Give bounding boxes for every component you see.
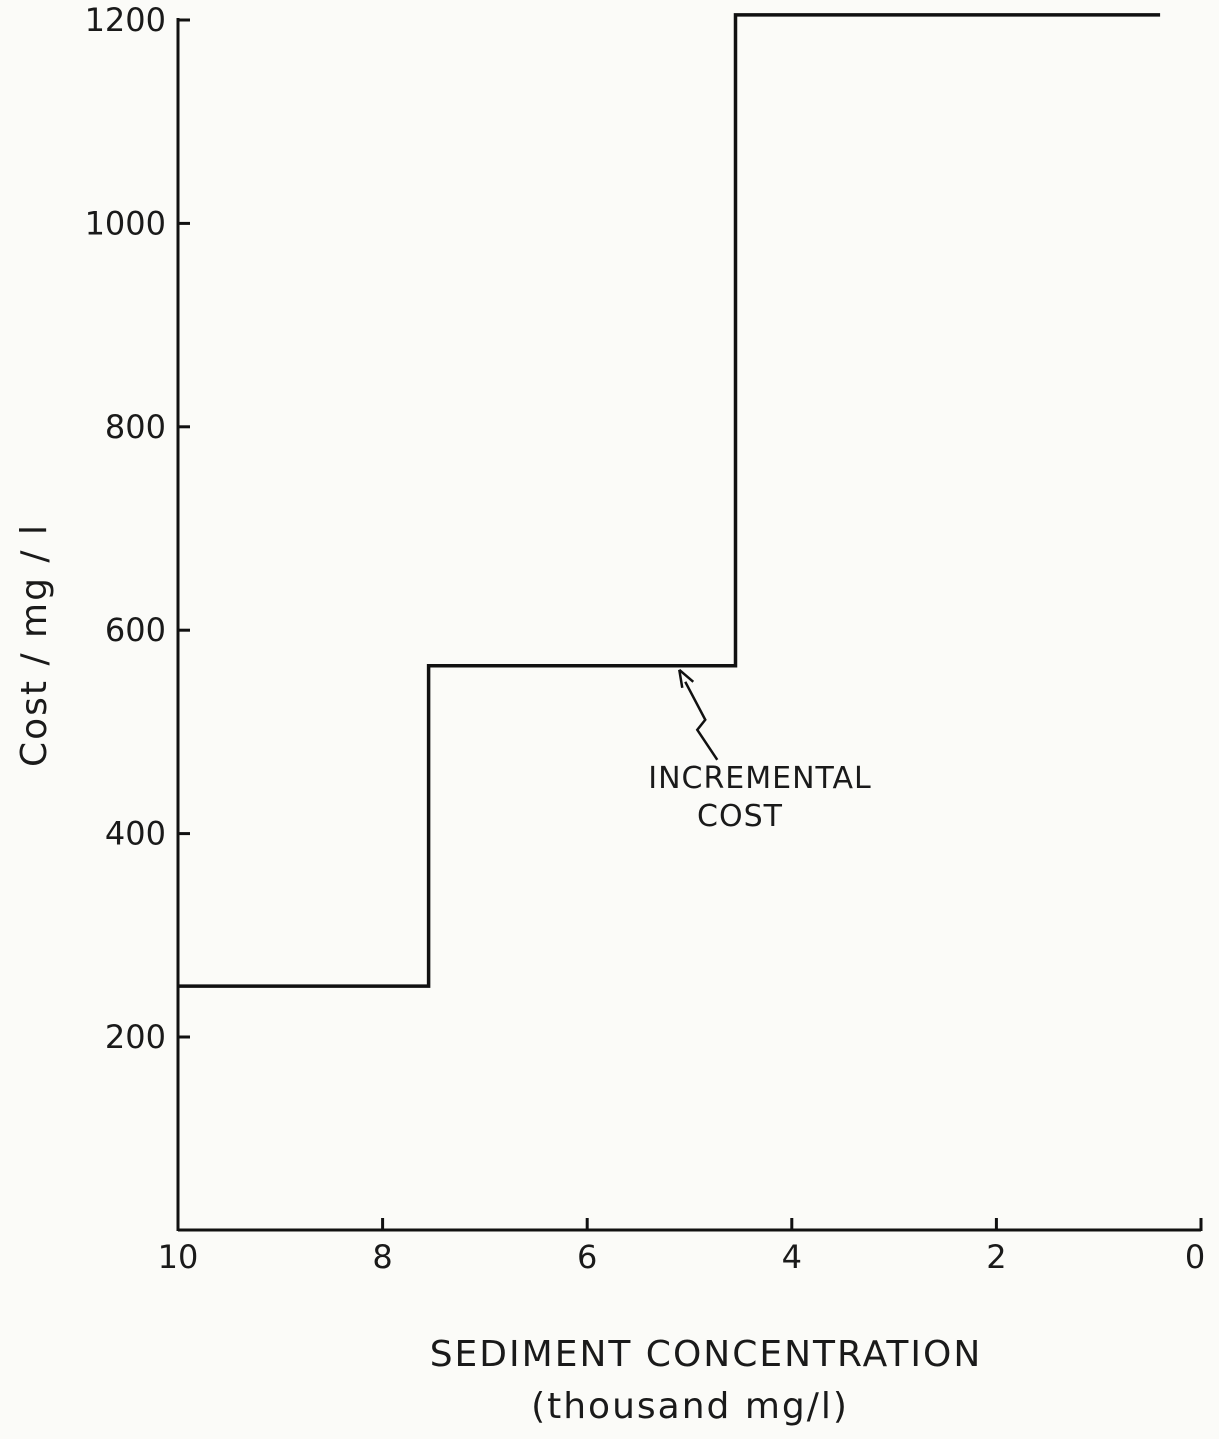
annotation-label-line-2: COST	[697, 799, 783, 834]
x-tick-label: 2	[986, 1238, 1006, 1276]
y-tick-label: 1000	[85, 204, 166, 242]
y-axis-title: Cost / mg / l	[14, 523, 55, 767]
x-tick-label: 10	[158, 1238, 199, 1276]
axes	[176, 18, 1201, 1232]
x-tick-label: 0	[1185, 1238, 1205, 1276]
x-tick-label: 6	[577, 1238, 597, 1276]
x-axis-title: SEDIMENT CONCENTRATION	[430, 1334, 983, 1375]
x-ticks: 10 8 6 4 2 0	[158, 1218, 1205, 1276]
y-tick-label: 200	[105, 1018, 166, 1056]
annotation-label-line-1: INCREMENTAL	[648, 761, 872, 796]
y-tick-label: 1200	[85, 1, 166, 39]
x-tick-label: 4	[782, 1238, 802, 1276]
annotation-arrow	[678, 668, 719, 761]
incremental-cost-step-line	[178, 13, 1161, 988]
y-tick-label: 800	[105, 408, 166, 446]
x-tick-label: 8	[372, 1238, 392, 1276]
x-axis-units: (thousand mg/l)	[531, 1386, 849, 1427]
y-tick-label: 400	[105, 815, 166, 853]
y-tick-label: 600	[105, 611, 166, 649]
y-ticks: 200 400 600 800 1000 1200	[85, 1, 190, 1056]
